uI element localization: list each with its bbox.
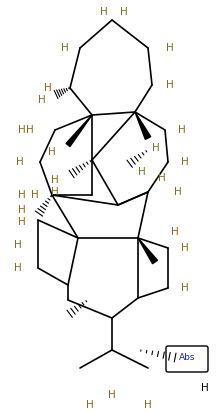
Text: H: H bbox=[18, 205, 26, 215]
Text: H: H bbox=[26, 125, 34, 135]
Text: H: H bbox=[16, 157, 24, 167]
Polygon shape bbox=[138, 238, 157, 264]
Text: H: H bbox=[166, 80, 174, 90]
Text: Abs: Abs bbox=[179, 353, 195, 363]
Text: H: H bbox=[18, 125, 26, 135]
Text: H: H bbox=[152, 143, 160, 153]
Text: H: H bbox=[108, 390, 116, 400]
Text: H: H bbox=[14, 240, 22, 250]
Text: H: H bbox=[178, 125, 186, 135]
Text: H: H bbox=[18, 190, 26, 200]
Text: H: H bbox=[44, 83, 52, 93]
Text: H: H bbox=[51, 175, 59, 185]
Text: H: H bbox=[144, 400, 152, 410]
Polygon shape bbox=[66, 115, 92, 147]
Text: H: H bbox=[171, 227, 179, 237]
Text: H: H bbox=[48, 147, 56, 157]
Text: H: H bbox=[120, 7, 128, 17]
Text: H: H bbox=[166, 43, 174, 53]
Text: H: H bbox=[86, 400, 94, 410]
Text: H: H bbox=[201, 383, 209, 393]
Text: H: H bbox=[14, 263, 22, 273]
Text: H: H bbox=[174, 187, 182, 197]
FancyBboxPatch shape bbox=[166, 346, 208, 372]
Text: H: H bbox=[18, 217, 26, 227]
Text: H: H bbox=[158, 173, 166, 183]
Text: H: H bbox=[181, 157, 189, 167]
Polygon shape bbox=[135, 112, 151, 139]
Text: H: H bbox=[181, 243, 189, 253]
Text: H: H bbox=[181, 283, 189, 293]
Text: H: H bbox=[100, 7, 108, 17]
Text: H: H bbox=[51, 187, 59, 197]
Text: H: H bbox=[38, 95, 46, 105]
Text: H: H bbox=[61, 43, 69, 53]
Text: H: H bbox=[138, 167, 146, 177]
Text: H: H bbox=[31, 190, 39, 200]
